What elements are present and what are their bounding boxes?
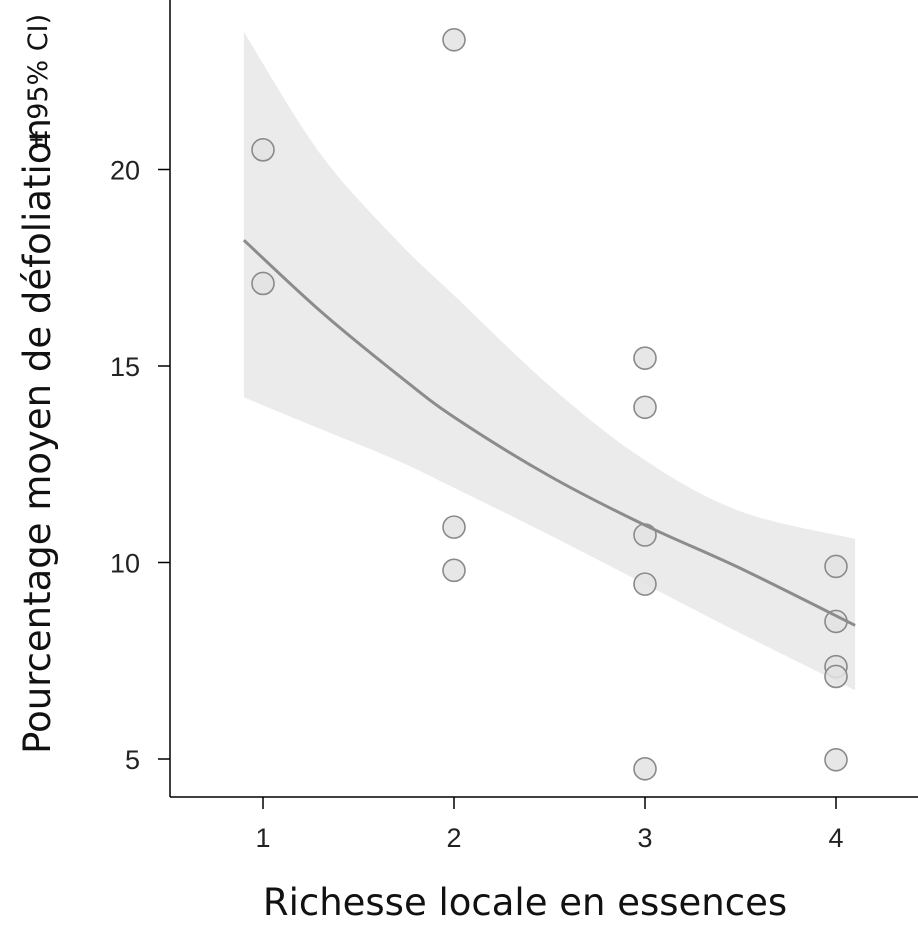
data-point <box>633 395 657 420</box>
y-axis-title-suffix: ± 95% CI) <box>23 14 54 151</box>
x-tick-label: 1 <box>255 823 270 853</box>
x-ticks: 1 2 3 4 <box>255 797 844 853</box>
y-axis-title-group: Pourcentage moyen de défoliation ± 95% C… <box>16 14 59 754</box>
data-point <box>442 558 466 583</box>
y-axis-title: Pourcentage moyen de défoliation <box>16 118 59 754</box>
confidence-band <box>243 32 856 691</box>
data-point <box>824 747 848 772</box>
fit-line <box>242 239 856 627</box>
y-tick-label: 5 <box>125 745 140 775</box>
y-ticks: 5 10 15 20 <box>110 156 170 775</box>
x-axis-title: Richesse locale en essences <box>263 881 787 924</box>
data-point <box>633 572 657 596</box>
y-tick-label: 20 <box>110 156 140 186</box>
points-layer <box>251 28 848 781</box>
x-tick-label: 4 <box>828 823 843 853</box>
x-tick-label: 3 <box>637 823 652 853</box>
data-point <box>633 757 657 781</box>
data-point <box>251 138 275 162</box>
x-tick-label: 2 <box>446 823 461 853</box>
data-point <box>824 609 848 634</box>
data-point <box>633 346 657 370</box>
data-point <box>824 554 848 579</box>
data-point <box>824 664 848 689</box>
y-tick-label: 10 <box>110 549 140 579</box>
data-point <box>442 28 466 52</box>
data-point <box>442 515 466 539</box>
data-point <box>251 271 275 296</box>
y-tick-label: 15 <box>110 352 140 382</box>
